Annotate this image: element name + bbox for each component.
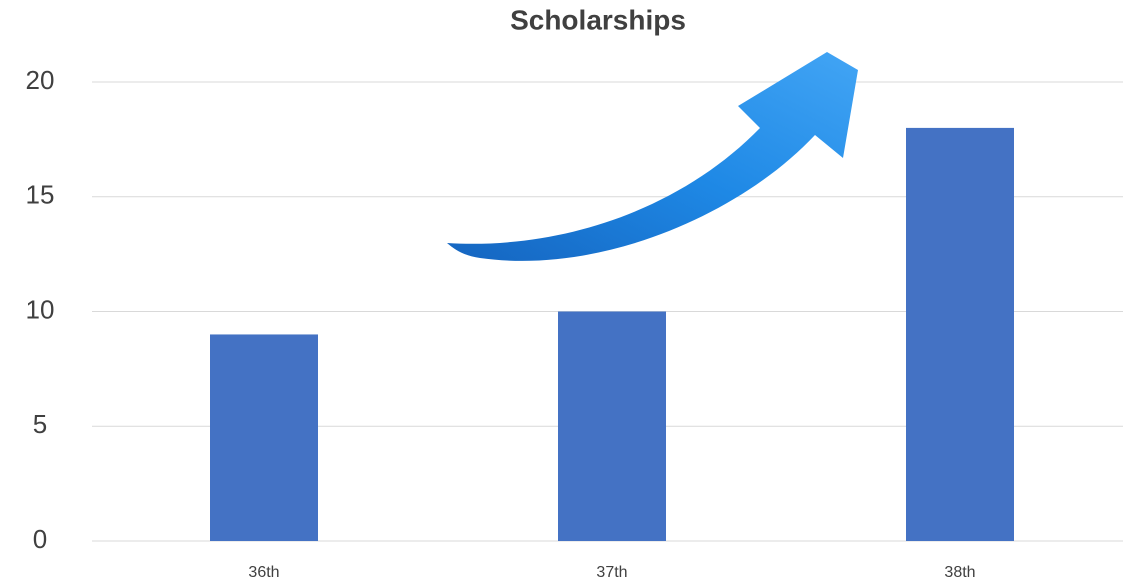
y-tick-label: 15 xyxy=(26,180,55,210)
x-tick-label: 36th xyxy=(248,564,279,581)
y-tick-label: 20 xyxy=(26,65,55,95)
x-tick-label: 38th xyxy=(944,564,975,581)
page: Scholarships 0510152036th37th38th (() =>… xyxy=(0,0,1123,586)
bar xyxy=(210,334,318,541)
y-tick-label: 5 xyxy=(33,409,47,439)
chart: Scholarships 0 5 10 15 20 36th 37th 38th xyxy=(0,0,1123,586)
trend-arrow xyxy=(447,52,858,261)
plot-area: 0 5 10 15 20 36th 37th 38th xyxy=(26,65,1123,581)
chart-title: Scholarships xyxy=(510,4,686,35)
y-tick-label: 10 xyxy=(26,294,55,324)
bar xyxy=(906,128,1014,541)
bar xyxy=(558,312,666,542)
x-tick-label: 37th xyxy=(596,564,627,581)
y-tick-label: 0 xyxy=(33,524,47,554)
